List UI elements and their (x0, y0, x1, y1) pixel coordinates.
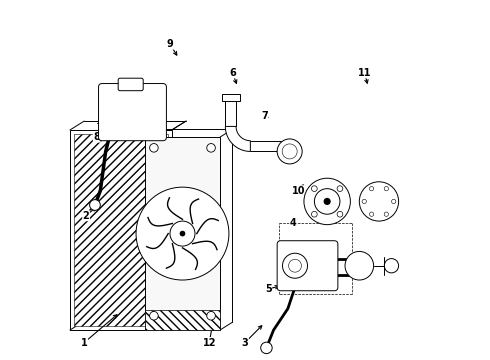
Circle shape (149, 144, 158, 152)
Text: 5: 5 (265, 284, 271, 294)
Text: 8: 8 (93, 132, 100, 142)
Circle shape (277, 139, 302, 164)
Circle shape (149, 311, 158, 320)
Polygon shape (225, 126, 250, 152)
Text: 4: 4 (290, 218, 296, 228)
Circle shape (323, 198, 331, 205)
Circle shape (359, 182, 398, 221)
Circle shape (136, 187, 229, 280)
Circle shape (345, 251, 373, 280)
Circle shape (282, 144, 297, 159)
Text: 12: 12 (202, 338, 216, 347)
Text: 6: 6 (229, 68, 236, 78)
FancyBboxPatch shape (98, 84, 167, 141)
Circle shape (261, 342, 272, 354)
Circle shape (283, 253, 308, 278)
Polygon shape (70, 130, 172, 330)
Polygon shape (222, 94, 240, 102)
Circle shape (207, 311, 215, 320)
Polygon shape (74, 134, 168, 327)
Text: 1: 1 (81, 338, 88, 347)
Text: 7: 7 (261, 111, 268, 121)
Circle shape (315, 189, 340, 214)
Circle shape (304, 178, 350, 225)
FancyBboxPatch shape (118, 78, 143, 91)
Circle shape (90, 200, 100, 210)
Text: 11: 11 (358, 68, 371, 78)
Circle shape (170, 221, 195, 246)
Circle shape (180, 231, 185, 237)
Polygon shape (145, 137, 220, 330)
Text: 2: 2 (83, 211, 89, 221)
Text: 3: 3 (242, 338, 248, 347)
Circle shape (207, 144, 215, 152)
Text: 9: 9 (167, 39, 173, 49)
FancyBboxPatch shape (277, 241, 338, 291)
Polygon shape (145, 310, 220, 330)
Text: 10: 10 (292, 186, 305, 196)
